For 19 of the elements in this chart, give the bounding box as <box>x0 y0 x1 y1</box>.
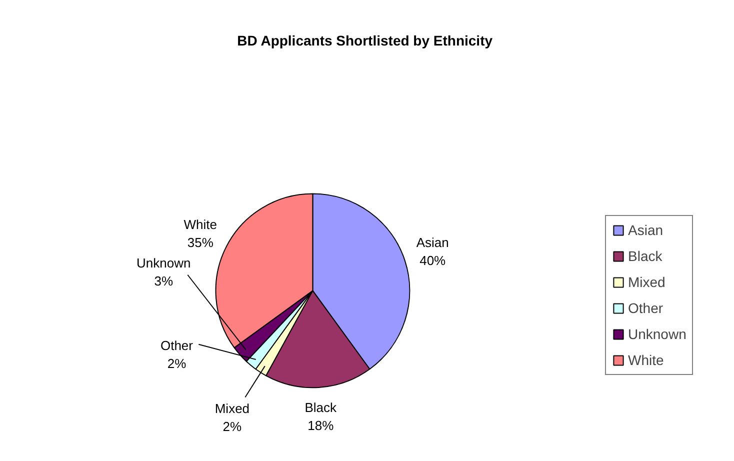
slice-label: Other <box>160 338 194 354</box>
chart-title: BD Applicants Shortlisted by Ethnicity <box>237 32 493 48</box>
slice-label: Asian <box>416 235 449 250</box>
slice-label: White <box>184 216 218 232</box>
data-label: 18% <box>308 418 334 434</box>
legend-label: Mixed <box>628 274 666 290</box>
data-label: 3% <box>154 273 174 288</box>
legend-label: Black <box>628 248 662 264</box>
data-label: 2% <box>167 356 187 372</box>
legend-label: Other <box>628 300 664 316</box>
data-label: 2% <box>222 419 242 434</box>
slice-label: Unknown <box>136 255 191 270</box>
slice-label: Black <box>304 400 338 416</box>
data-label: 35% <box>187 234 214 250</box>
slice-label: Mixed <box>214 401 250 416</box>
legend-label: Asian <box>628 222 664 238</box>
legend-label: White <box>628 352 664 368</box>
legend-label: Unknown <box>628 326 686 342</box>
data-label: 40% <box>420 253 446 268</box>
